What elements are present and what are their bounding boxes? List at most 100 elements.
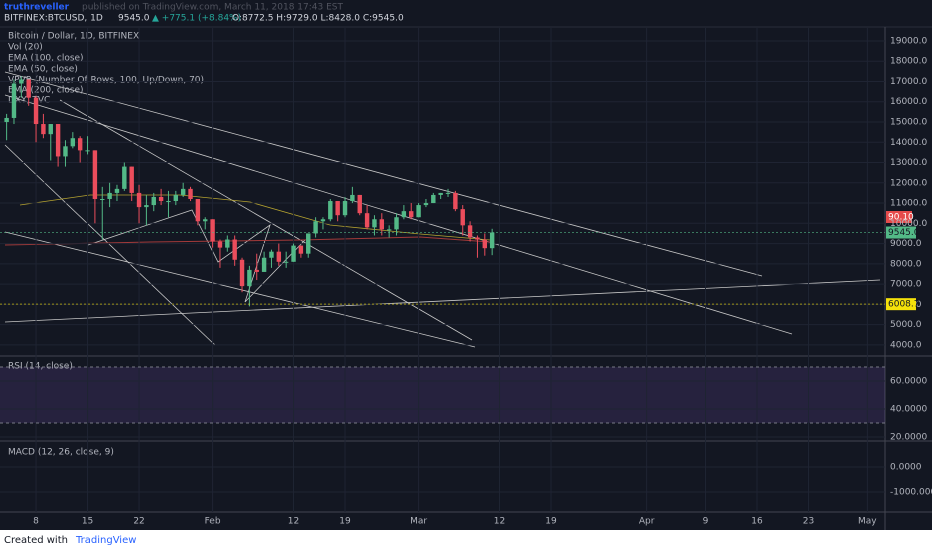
- candle-body: [107, 193, 111, 199]
- symbol: BITFINEX:BTCUSD, 1D: [4, 14, 103, 24]
- y-tick-label: 5000.0: [890, 320, 922, 330]
- candle-body: [446, 193, 450, 194]
- rsi-title: RSI (14, close): [8, 362, 73, 372]
- author: truthreveller: [4, 3, 70, 13]
- legend: Vol (20): [8, 43, 43, 53]
- candle-body: [232, 240, 236, 260]
- candle-body: [210, 219, 214, 241]
- candle-body: [144, 205, 148, 207]
- x-tick-label: 22: [133, 517, 144, 527]
- legend: VPVR (Number Of Rows, 100, Up/Down, 70): [8, 76, 204, 86]
- change: ▲ +775.1 (+8.84%): [152, 14, 241, 24]
- candle-body: [247, 270, 251, 286]
- y-tick-label: 17000.0: [890, 77, 927, 87]
- x-tick-label: 9: [703, 517, 709, 527]
- ohlc: O:8772.5 H:9729.0 L:8428.0 C:9545.0: [232, 14, 404, 24]
- candle-body: [299, 246, 303, 254]
- candle-body: [159, 197, 163, 201]
- y-tick-label: 15000.0: [890, 118, 927, 128]
- candle-body: [313, 221, 317, 233]
- price-label: 6008.7: [888, 300, 920, 310]
- candle-body: [490, 233, 494, 249]
- candle-body: [203, 219, 207, 221]
- y-tick-label: 12000.0: [890, 178, 927, 188]
- candle-body: [137, 193, 141, 207]
- y-tick-label: 40.0000: [890, 405, 927, 415]
- footer-brand: TradingView: [75, 535, 136, 546]
- y-tick-label: 14000.0: [890, 138, 927, 148]
- candle-body: [85, 150, 89, 151]
- candle-body: [461, 209, 465, 225]
- candle-body: [343, 201, 347, 215]
- candle-body: [4, 118, 8, 122]
- candle-body: [93, 150, 97, 199]
- y-tick-label: 13000.0: [890, 158, 927, 168]
- candle-body: [483, 240, 487, 249]
- candle-body: [431, 195, 435, 203]
- y-tick-label: 9000.0: [890, 239, 922, 249]
- candle-body: [196, 199, 200, 221]
- legend: EMA (100, close): [8, 54, 84, 64]
- candle-body: [225, 240, 229, 248]
- y-tick-label: -1000.0000: [890, 488, 932, 498]
- x-tick-label: 19: [545, 517, 557, 527]
- candle-body: [306, 233, 310, 253]
- y-tick-label: 4000.0: [890, 340, 922, 350]
- candle-body: [49, 124, 53, 134]
- candle-body: [394, 217, 398, 229]
- candle-body: [380, 219, 384, 229]
- y-tick-label: 60.0000: [890, 376, 927, 386]
- published: published on TradingView.com, March 11, …: [82, 3, 343, 13]
- candle-body: [438, 193, 442, 195]
- footer-bar: [0, 530, 932, 550]
- candle-body: [291, 246, 295, 262]
- y-tick-label: 20.0000: [890, 433, 927, 443]
- x-tick-label: 23: [803, 517, 814, 527]
- candle-body: [350, 195, 354, 201]
- candle-body: [284, 262, 288, 263]
- candle-body: [416, 205, 420, 217]
- candle-body: [321, 219, 325, 221]
- candle-body: [255, 270, 259, 272]
- candle-body: [218, 242, 222, 248]
- candle-body: [328, 201, 332, 219]
- rsi-band: [0, 367, 885, 423]
- y-tick-label: 18000.0: [890, 57, 927, 67]
- x-tick-label: 12: [494, 517, 505, 527]
- candle-body: [335, 201, 339, 215]
- candle-body: [26, 79, 30, 97]
- footer-text: Created with: [4, 535, 68, 546]
- candle-body: [365, 213, 369, 227]
- candle-body: [453, 193, 457, 209]
- y-tick-label: 8000.0: [890, 259, 922, 269]
- candle-body: [372, 219, 376, 227]
- x-tick-label: 15: [82, 517, 93, 527]
- candle-body: [424, 203, 428, 205]
- candle-body: [174, 195, 178, 201]
- x-tick-label: Apr: [639, 517, 655, 527]
- candle-body: [63, 146, 67, 156]
- candle-body: [78, 138, 82, 150]
- candle-body: [262, 258, 266, 272]
- macd-title: MACD (12, 26, close, 9): [8, 448, 114, 458]
- candle-body: [152, 197, 156, 205]
- candle-body: [269, 252, 273, 258]
- candle-body: [277, 252, 281, 262]
- candle-body: [122, 167, 126, 189]
- candle-body: [468, 225, 472, 237]
- candle-body: [71, 138, 75, 146]
- candle-body: [34, 98, 38, 124]
- candle-body: [100, 199, 104, 200]
- candle-body: [12, 84, 16, 118]
- candle-body: [475, 237, 479, 239]
- candle-body: [402, 211, 406, 217]
- x-tick-label: 8: [33, 517, 39, 527]
- candle-body: [129, 167, 133, 193]
- y-tick-label: 19000.0: [890, 36, 927, 46]
- x-tick-label: Feb: [205, 517, 221, 527]
- y-tick-label: 7000.0: [890, 280, 922, 290]
- candle-body: [166, 201, 170, 202]
- candle-body: [240, 260, 244, 286]
- candle-body: [115, 189, 119, 193]
- candle-body: [19, 79, 23, 83]
